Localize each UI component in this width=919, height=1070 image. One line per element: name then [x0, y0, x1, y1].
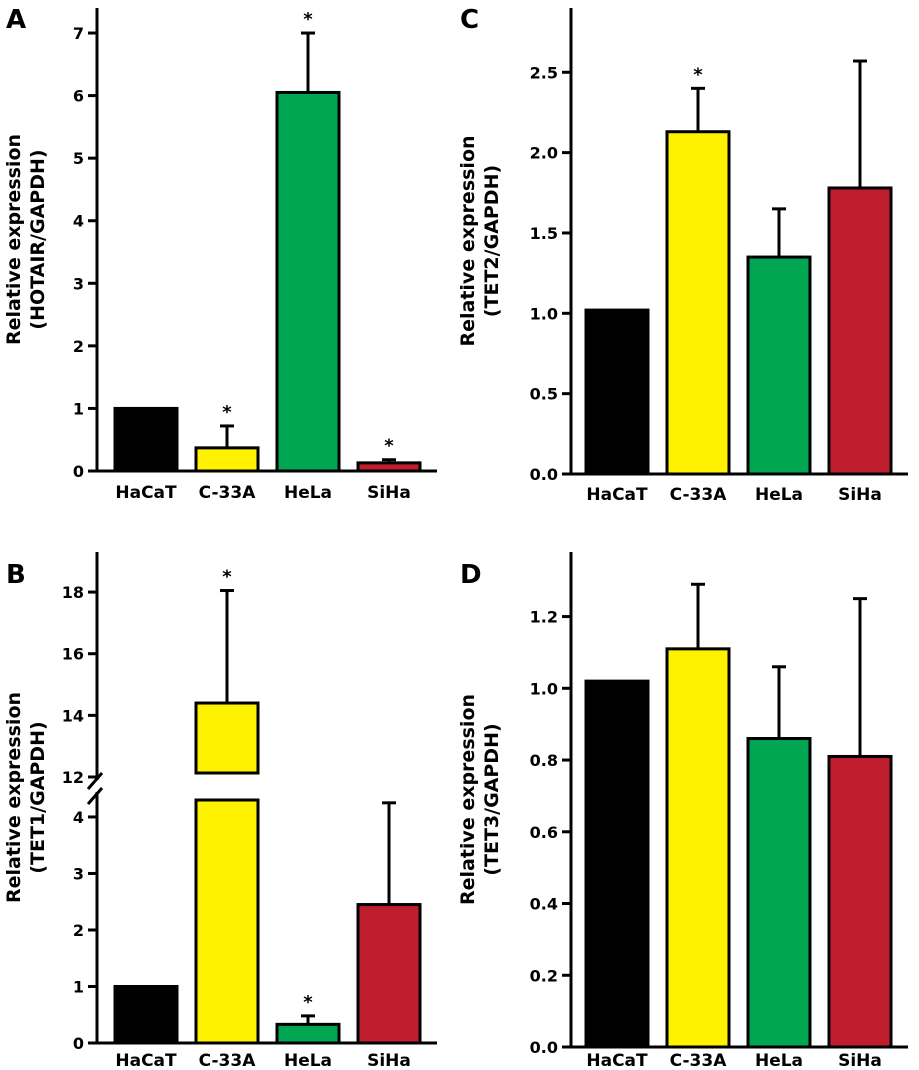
y-tick-label: 2.5	[530, 63, 558, 82]
y-tick-label: 0.0	[530, 1038, 558, 1057]
bar-c-33a	[665, 130, 731, 476]
bar-hacat	[113, 984, 179, 1045]
y-tick-label: 1.0	[530, 304, 558, 323]
category-label: SiHa	[367, 1051, 411, 1070]
category-label: HaCaT	[115, 1051, 177, 1070]
panel-a: A HaCaT * C-33A * HeLa * SiHa 0 1 2 3 4 5 6 7 Relative e…	[3, 5, 437, 503]
y-axis-subtitle: (TET2/GAPDH)	[481, 165, 503, 317]
significance-star: *	[303, 9, 313, 30]
category-label: C-33A	[199, 1051, 257, 1070]
panel-letter: B	[6, 560, 26, 590]
category-label: SiHa	[838, 485, 882, 505]
axis-break-mark	[86, 787, 104, 805]
category-label: HaCaT	[586, 1051, 648, 1070]
bar-c-33a-upper	[194, 701, 260, 775]
category-label: HeLa	[755, 1051, 803, 1070]
bar-siha	[356, 903, 422, 1045]
bar-hela	[746, 255, 812, 476]
y-tick-label: 0.5	[530, 385, 558, 404]
y-tick-label: 6	[73, 87, 84, 106]
y-axis-title: Relative expression	[457, 694, 479, 905]
y-tick-label: 0	[73, 1034, 84, 1053]
y-axis-title: Relative expression	[3, 692, 25, 903]
y-axis-title: Relative expression	[457, 135, 479, 346]
y-tick-label: 1.2	[530, 608, 558, 627]
y-tick-label: 18	[62, 583, 84, 602]
y-axis-subtitle: (HOTAIR/GAPDH)	[27, 149, 49, 329]
y-tick-label: 2	[73, 921, 84, 940]
y-tick-label: 2	[73, 337, 84, 356]
category-label: HeLa	[755, 485, 803, 505]
category-label: HeLa	[284, 1051, 332, 1070]
bar-hacat	[113, 406, 179, 473]
panel-letter: D	[460, 560, 482, 590]
category-label: SiHa	[838, 1051, 882, 1070]
y-tick-label: 12	[62, 768, 84, 787]
bar-hacat	[584, 679, 650, 1049]
bar-hela	[275, 90, 341, 473]
panel-letter: A	[6, 5, 26, 35]
bar-siha	[827, 186, 893, 476]
axis-break-mark	[86, 772, 104, 790]
y-tick-label: 0.6	[530, 823, 558, 842]
bar-siha	[827, 754, 893, 1049]
y-tick-label: 1.0	[530, 679, 558, 698]
y-tick-label: 4	[73, 212, 84, 231]
significance-star: *	[222, 402, 232, 423]
bar-c-33a	[194, 446, 260, 473]
y-tick-label: 0.4	[530, 895, 558, 914]
y-tick-label: 1.5	[530, 224, 558, 243]
significance-star: *	[693, 64, 703, 85]
y-tick-label: 7	[73, 24, 84, 43]
y-tick-label: 16	[62, 645, 84, 664]
y-tick-label: 2.0	[530, 144, 558, 163]
bar-hela	[746, 737, 812, 1049]
category-label: SiHa	[367, 483, 411, 503]
y-axis-subtitle: (TET1/GAPDH)	[27, 721, 49, 873]
y-tick-label: 0.8	[530, 751, 558, 770]
category-label: HaCaT	[586, 485, 648, 505]
y-tick-label: 1	[73, 399, 84, 418]
panel-c: C HaCaT * C-33A HeLa SiHa 0.0 0.5 1.0 1.5 2.0 2.5 Re…	[457, 5, 908, 505]
y-tick-label: 14	[62, 706, 84, 725]
y-axis-title: Relative expression	[3, 134, 25, 345]
significance-star: *	[303, 992, 313, 1013]
y-tick-label: 4	[73, 808, 84, 827]
panel-letter: C	[460, 5, 479, 35]
panel-d: D HaCaT C-33A HeLa SiHa 0.0 0.2 0.4 0.6 0.8 1.0 1.2…	[457, 552, 908, 1070]
bar-hela	[275, 1022, 341, 1045]
category-label: C-33A	[199, 483, 257, 503]
category-label: C-33A	[670, 1051, 728, 1070]
y-tick-label: 0.2	[530, 966, 558, 985]
bar-c-33a	[665, 647, 731, 1049]
significance-star: *	[384, 436, 394, 457]
y-tick-label: 1	[73, 977, 84, 996]
y-tick-label: 0.0	[530, 465, 558, 484]
bar-c-33a-lower	[194, 798, 260, 1045]
y-tick-label: 5	[73, 149, 84, 168]
y-tick-label: 0	[73, 462, 84, 481]
y-tick-label: 3	[73, 864, 84, 883]
category-label: HeLa	[284, 483, 332, 503]
category-label: HaCaT	[115, 483, 177, 503]
category-label: C-33A	[670, 485, 728, 505]
y-axis-subtitle: (TET3/GAPDH)	[481, 723, 503, 875]
bar-hacat	[584, 308, 650, 476]
y-tick-label: 3	[73, 274, 84, 293]
significance-star: *	[222, 567, 232, 588]
